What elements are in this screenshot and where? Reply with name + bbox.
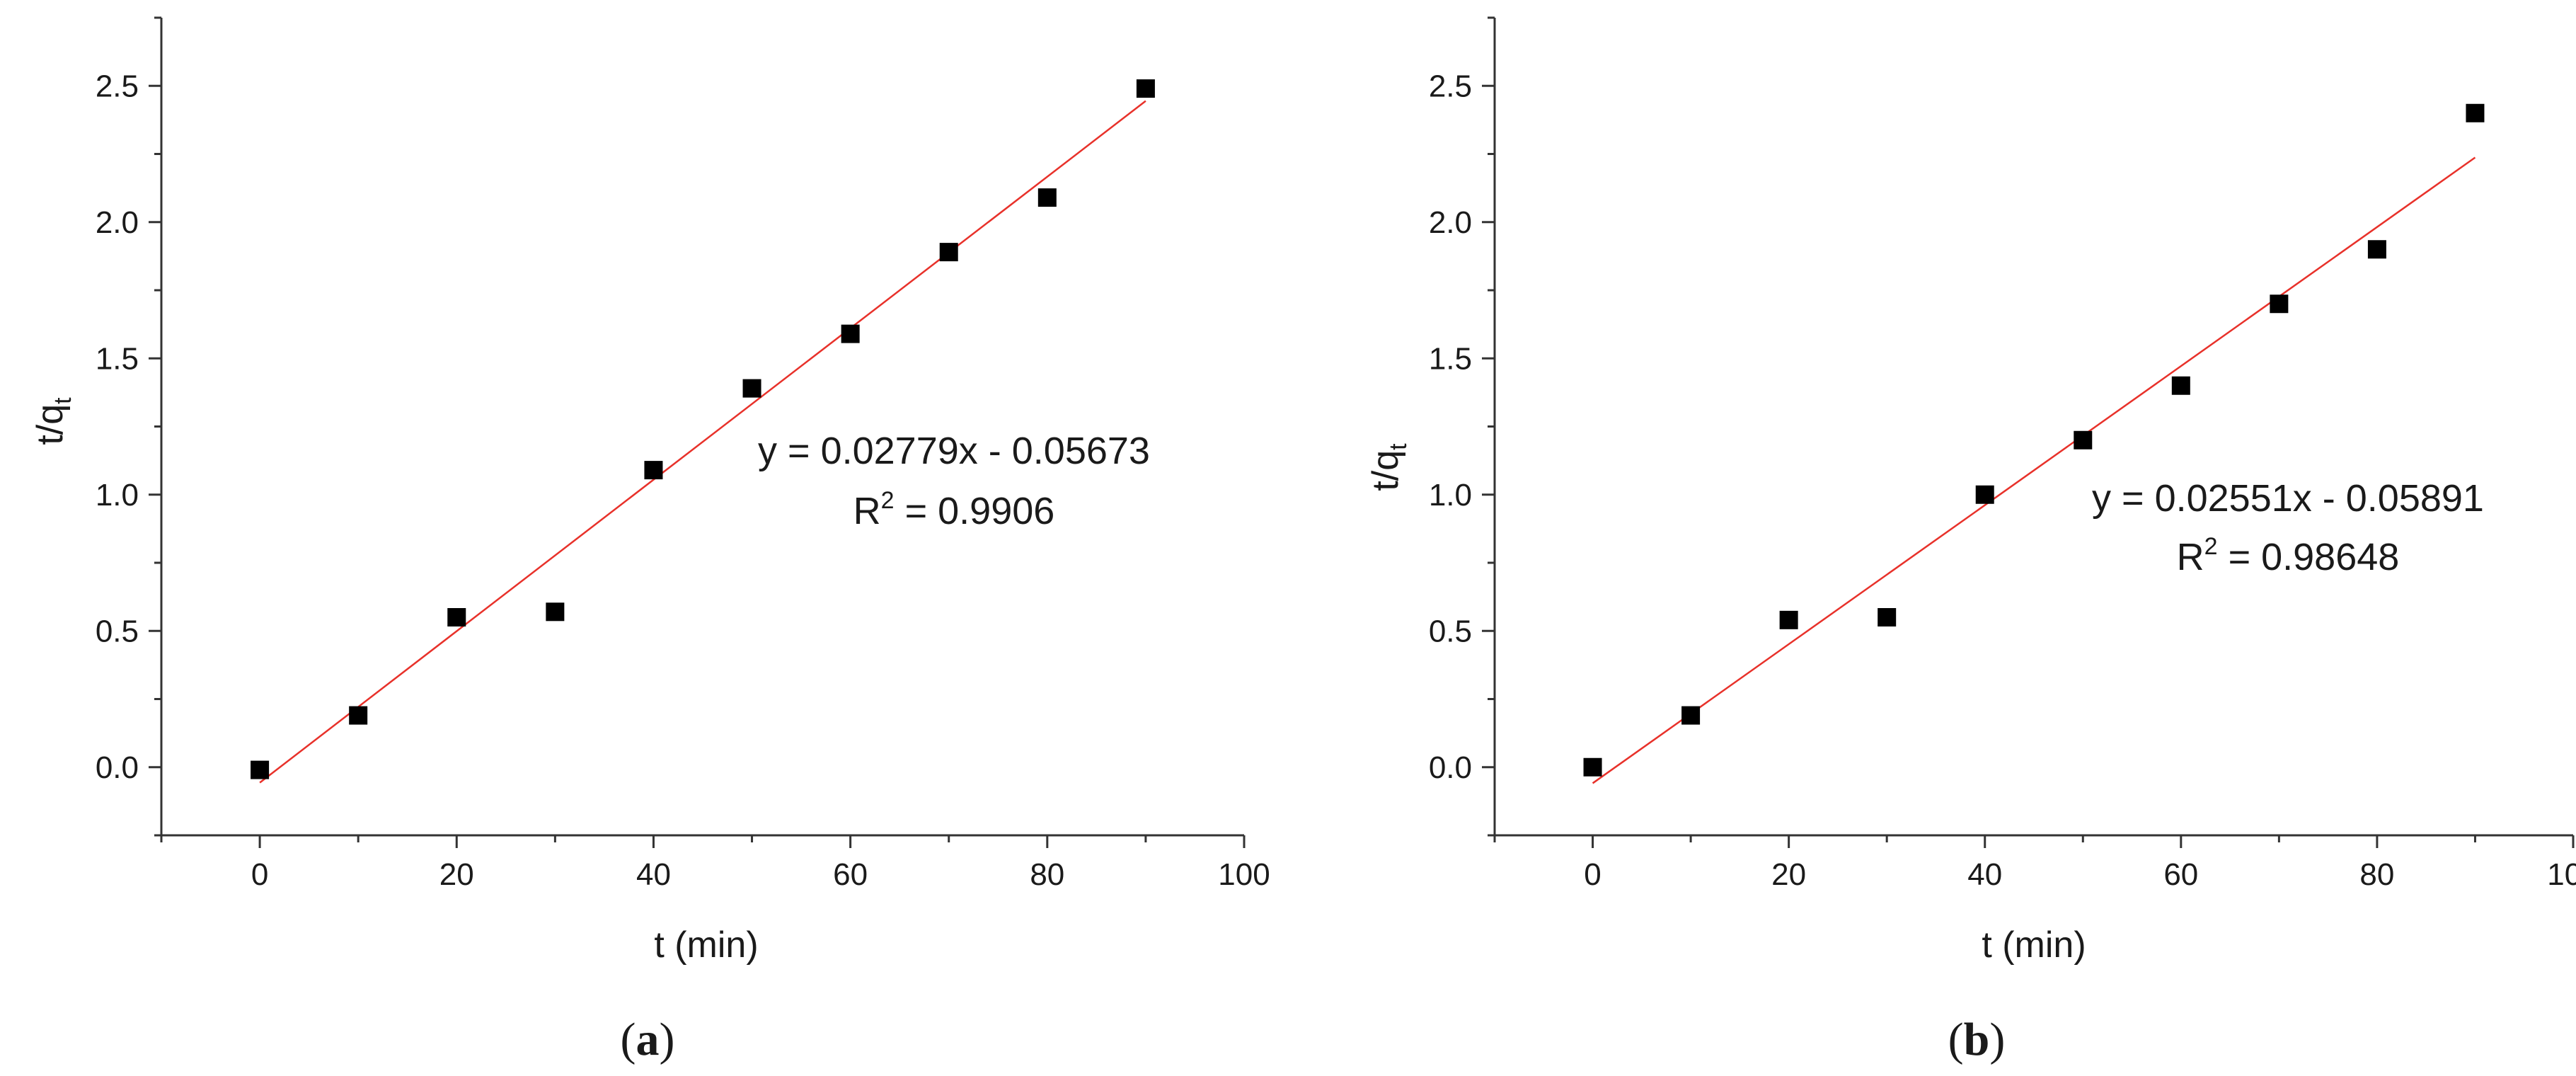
- r-squared-value: = 0.9906: [895, 490, 1055, 532]
- y-axis-title-subscript: t: [50, 397, 76, 404]
- y-axis-title: t/qt: [1365, 443, 1412, 491]
- y-axis-title-subscript: t: [1385, 443, 1412, 450]
- r-squared-label: R2 = 0.98648: [2177, 533, 2400, 578]
- x-tick-label: 40: [1967, 857, 2002, 892]
- data-point: [2466, 103, 2485, 122]
- data-point: [1136, 79, 1155, 98]
- r-squared-symbol: R: [853, 490, 881, 532]
- y-tick-label: 2.5: [1429, 69, 1472, 103]
- x-axis-title: t (min): [1982, 925, 2086, 966]
- y-tick-label: 2.5: [96, 69, 139, 103]
- y-axis-title-base: t/q: [1365, 450, 1406, 491]
- axes-group: 0.0 0.5 1.0 1.5 2.0 2.5 0 20 40 60 80 100: [96, 16, 1270, 892]
- r-squared-exponent: 2: [881, 487, 895, 514]
- x-tick-label: 40: [636, 857, 671, 892]
- x-tick-label: 60: [2163, 857, 2198, 892]
- x-tick-label: 60: [833, 857, 868, 892]
- y-tick-label: 1.5: [96, 341, 139, 376]
- data-point: [1878, 608, 1897, 626]
- panel-b: 0.0 0.5 1.0 1.5 2.0 2.5 0 20 40 60 80 100 y = 0.025…: [1365, 16, 2576, 1065]
- y-tick-label: 0.0: [1429, 750, 1472, 785]
- x-tick-label: 80: [1030, 857, 1064, 892]
- data-point: [447, 608, 466, 626]
- y-tick-label: 2.0: [1429, 205, 1472, 240]
- y-tick-label: 0.5: [96, 614, 139, 648]
- fit-line: [259, 100, 1146, 784]
- panel-label-b: (b): [1948, 1014, 2006, 1065]
- y-tick-label: 1.0: [96, 478, 139, 513]
- r-squared-exponent: 2: [2204, 533, 2218, 560]
- x-tick-label: 20: [439, 857, 474, 892]
- fit-line-group: [1592, 156, 2476, 784]
- data-point: [1681, 706, 1701, 725]
- y-tick-label: 1.0: [1429, 478, 1472, 513]
- data-point: [1037, 188, 1057, 207]
- panel-label-a: (a): [621, 1014, 675, 1065]
- data-point: [251, 760, 270, 779]
- data-point: [644, 461, 663, 480]
- r-squared-symbol: R: [2177, 536, 2204, 578]
- data-point: [742, 379, 761, 398]
- data-point: [1779, 610, 1798, 629]
- y-tick-label: 0.5: [1429, 614, 1472, 648]
- panel-a: 0.0 0.5 1.0 1.5 2.0 2.5 0 20 40 60 80 100 y = 0.027…: [30, 16, 1270, 1065]
- data-point: [939, 243, 958, 262]
- x-tick-label: 0: [1584, 857, 1601, 892]
- y-tick-label: 2.0: [96, 205, 139, 240]
- r-squared-label: R2 = 0.9906: [853, 487, 1055, 532]
- fit-line: [1592, 156, 2476, 784]
- fit-line-group: [259, 100, 1146, 784]
- x-tick-label: 100: [1218, 857, 1270, 892]
- data-point: [2171, 376, 2190, 395]
- axes-group: 0.0 0.5 1.0 1.5 2.0 2.5 0 20 40 60 80 100: [1429, 16, 2576, 892]
- fit-equation: y = 0.02779x - 0.05673: [758, 430, 1150, 472]
- y-axis-title-base: t/q: [30, 404, 71, 445]
- data-point: [1975, 485, 1994, 504]
- y-axis-title: t/qt: [30, 397, 76, 445]
- x-tick-label: 0: [251, 857, 268, 892]
- data-point: [2074, 430, 2093, 450]
- data-point: [2367, 240, 2386, 259]
- x-tick-label: 100: [2547, 857, 2576, 892]
- data-point: [349, 706, 368, 725]
- x-tick-label: 20: [1771, 857, 1806, 892]
- y-tick-label: 0.0: [96, 750, 139, 785]
- data-point: [841, 324, 860, 343]
- x-axis-title: t (min): [654, 925, 758, 966]
- data-point: [546, 602, 565, 622]
- data-points-group: [251, 79, 1155, 779]
- data-point: [2270, 294, 2289, 314]
- data-point: [1583, 757, 1602, 777]
- x-tick-label: 80: [2359, 857, 2394, 892]
- data-points-group: [1583, 103, 2485, 777]
- y-tick-label: 1.5: [1429, 341, 1472, 376]
- r-squared-value: = 0.98648: [2218, 536, 2400, 578]
- fit-equation: y = 0.02551x - 0.05891: [2092, 477, 2484, 520]
